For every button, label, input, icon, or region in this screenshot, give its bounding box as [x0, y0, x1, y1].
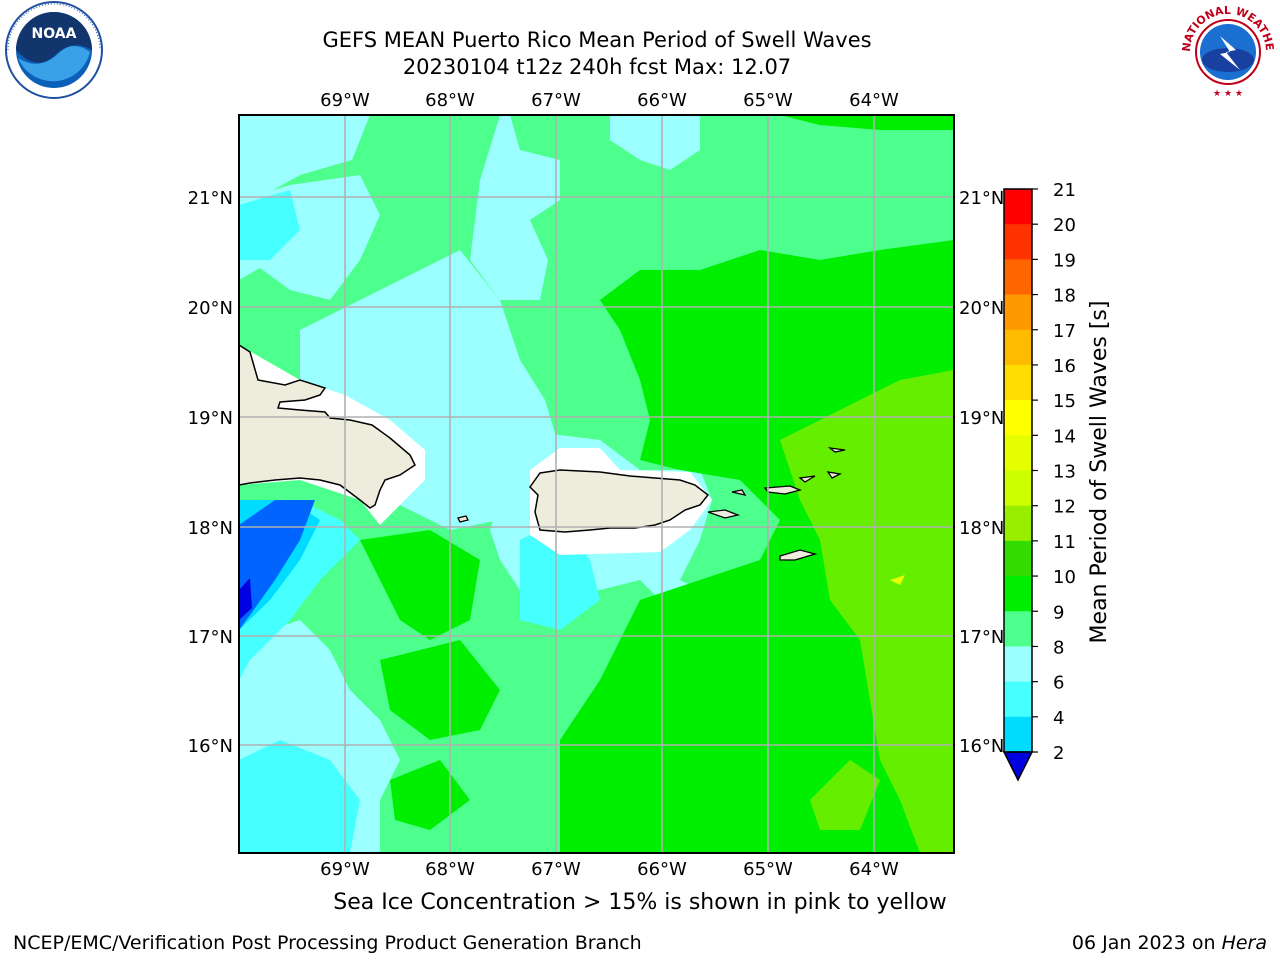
- lon-tick-label-top: 64°W: [849, 90, 899, 111]
- colorbar-tick-label: 6: [1053, 673, 1064, 694]
- lat-tick-label-left: 20°N: [188, 298, 233, 319]
- colorbar-tick-label: 17: [1053, 321, 1076, 342]
- colorbar-segment: [1004, 294, 1032, 331]
- colorbar-tick-label: 13: [1053, 462, 1076, 483]
- sea-ice-note: Sea Ice Concentration > 15% is shown in …: [333, 890, 947, 915]
- lat-tick-label-right: 16°N: [959, 736, 1004, 757]
- lat-tick-label-left: 21°N: [188, 188, 233, 209]
- noaa-logo: NOAA: [5, 1, 103, 99]
- colorbar-tick-label: 11: [1053, 532, 1076, 553]
- colorbar: 2 4 6 8 9 10 11 12 13 14 15 16 17 18 19 20 21: [1002, 180, 1076, 782]
- colorbar-tick-label: 21: [1053, 180, 1076, 201]
- colorbar-segment: [1004, 681, 1032, 718]
- colorbar-tick-label: 19: [1053, 250, 1076, 271]
- colorbar-segment: [1004, 259, 1032, 296]
- lon-tick-label-bottom: 66°W: [637, 859, 687, 880]
- colorbar-tick-label: 15: [1053, 391, 1076, 412]
- lat-tick-label-right: 20°N: [959, 298, 1004, 319]
- lat-tick-label-left: 19°N: [188, 408, 233, 429]
- credit-text: NCEP/EMC/Verification Post Processing Pr…: [13, 932, 642, 954]
- map-grid: [239, 115, 954, 853]
- map-subtitle: 20230104 t12z 240h fcst Max: 12.07: [402, 55, 792, 79]
- colorbar-segment: [1004, 224, 1032, 260]
- colorbar-tick-label: 16: [1053, 356, 1076, 377]
- date-stamp: 06 Jan 2023 on Hera: [1072, 932, 1267, 954]
- lon-tick-label-top: 65°W: [743, 90, 793, 111]
- lon-tick-label-bottom: 69°W: [320, 859, 370, 880]
- date-text: 06 Jan 2023 on: [1071, 932, 1216, 954]
- colorbar-tick-label: 14: [1053, 426, 1076, 447]
- colorbar-segment: [1004, 505, 1032, 542]
- colorbar-tick-label: 10: [1053, 567, 1076, 588]
- lon-tick-label-bottom: 67°W: [531, 859, 581, 880]
- colorbar-segment: [1004, 470, 1032, 507]
- lon-tick-label-bottom: 64°W: [849, 859, 899, 880]
- hispaniola-land: [239, 344, 416, 509]
- lon-tick-label-top: 67°W: [531, 90, 581, 111]
- svg-text:★ ★ ★: ★ ★ ★: [1213, 89, 1243, 99]
- map-title: GEFS MEAN Puerto Rico Mean Period of Swe…: [322, 28, 872, 52]
- colorbar-tick-label: 12: [1053, 497, 1076, 518]
- colorbar-segment: [1004, 646, 1032, 683]
- lon-tick-label-bottom: 68°W: [425, 859, 475, 880]
- tick-labels: 69°W 69°W 68°W 68°W 67°W 67°W 66°W 66°W 65°W 65°W…: [188, 90, 1005, 880]
- colorbar-tick-label: 2: [1053, 743, 1064, 764]
- lat-tick-label-left: 16°N: [188, 736, 233, 757]
- host-name: Hera: [1221, 932, 1267, 954]
- lat-tick-label-right: 19°N: [959, 408, 1004, 429]
- colorbar-tick-label: 9: [1053, 602, 1064, 623]
- colorbar-label: Mean Period of Swell Waves [s]: [1087, 301, 1112, 644]
- colorbar-segment: [1004, 435, 1032, 471]
- svg-text:NOAA: NOAA: [32, 26, 77, 42]
- colorbar-segment: [1004, 364, 1032, 401]
- colorbar-segment: [1004, 716, 1032, 753]
- virgin-islands: [457, 447, 846, 561]
- colorbar-segment: [1004, 400, 1032, 436]
- lon-tick-label-bottom: 65°W: [743, 859, 793, 880]
- colorbar-tick-label: 4: [1053, 708, 1064, 729]
- puerto-rico-land: [529, 469, 710, 533]
- lat-tick-label-left: 18°N: [188, 518, 233, 539]
- colorbar-segment: [1004, 611, 1032, 647]
- lon-tick-label-top: 69°W: [320, 90, 370, 111]
- colorbar-segment: [1004, 189, 1032, 225]
- colorbar-segment: [1004, 329, 1032, 366]
- nws-logo: NATIONAL WEATHER SERVICE ★ ★ ★: [1176, 0, 1276, 99]
- lat-tick-label-left: 17°N: [188, 627, 233, 648]
- colorbar-tick-label: 18: [1053, 286, 1076, 307]
- lon-tick-label-top: 68°W: [425, 90, 475, 111]
- map-frame: [238, 114, 955, 854]
- lat-tick-label-right: 17°N: [959, 627, 1004, 648]
- contour-field: [239, 115, 954, 853]
- colorbar-tick-label: 20: [1053, 215, 1076, 236]
- colorbar-segment: [1004, 576, 1032, 612]
- colorbar-underflow: [1002, 751, 1034, 782]
- colorbar-tick-label: 8: [1053, 637, 1064, 658]
- lat-tick-label-right: 18°N: [959, 518, 1004, 539]
- lat-tick-label-right: 21°N: [959, 188, 1004, 209]
- colorbar-segment: [1004, 540, 1032, 577]
- lon-tick-label-top: 66°W: [637, 90, 687, 111]
